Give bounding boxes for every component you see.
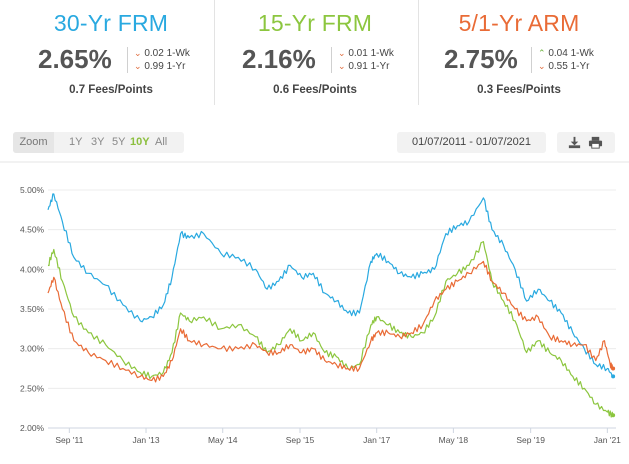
fees-points: 0.3 Fees/Points xyxy=(477,84,561,96)
weekly-change: 0.01 1-Wk xyxy=(348,48,394,59)
series-end-point xyxy=(611,366,616,371)
chart-tools xyxy=(557,132,615,153)
series-line-0 xyxy=(47,193,614,378)
rate-changes: ⌄ 0.01 1-Wk ⌄ 0.91 1-Yr xyxy=(331,47,394,73)
rate-title: 15-Yr FRM xyxy=(257,10,373,36)
series-end-point xyxy=(611,413,616,418)
rate-summary: 30-Yr FRM 2.65% ⌄ 0.02 1-Wk ⌄ 0.99 1-Yr … xyxy=(0,0,629,110)
weekly-change: 0.04 1-Wk xyxy=(548,48,594,59)
x-tick-label: Jan '13 xyxy=(132,435,159,445)
zoom-all-button[interactable]: All xyxy=(155,136,168,148)
fees-points: 0.7 Fees/Points xyxy=(69,84,153,96)
arrow-down-icon: ⌄ xyxy=(134,48,142,58)
arrow-down-icon: ⌄ xyxy=(338,48,346,58)
arrow-up-icon: ⌃ xyxy=(538,48,546,58)
series-end-point xyxy=(611,374,616,379)
arrow-down-icon: ⌄ xyxy=(538,61,546,71)
x-tick-label: May '18 xyxy=(439,435,469,445)
series-line-2 xyxy=(47,260,614,383)
zoom-3y-button[interactable]: 3Y xyxy=(91,136,105,148)
rate-changes: ⌃ 0.04 1-Wk ⌄ 0.55 1-Yr xyxy=(531,47,594,73)
zoom-bar: Zoom 1Y 3Y 5Y 10Y All xyxy=(13,132,184,153)
rate-changes: ⌄ 0.02 1-Wk ⌄ 0.99 1-Yr xyxy=(127,47,190,73)
rate-card-15yr: 15-Yr FRM 2.16% ⌄ 0.01 1-Wk ⌄ 0.91 1-Yr … xyxy=(214,0,415,105)
weekly-change: 0.02 1-Wk xyxy=(144,48,190,59)
x-tick-label: Sep '19 xyxy=(516,435,545,445)
zoom-1y-button[interactable]: 1Y xyxy=(69,136,83,148)
x-tick-label: Jan '17 xyxy=(363,435,390,445)
rate-value: 2.65% xyxy=(38,44,112,74)
x-tick-label: Sep '15 xyxy=(286,435,315,445)
zoom-5y-button[interactable]: 5Y xyxy=(112,136,126,148)
arrow-down-icon: ⌄ xyxy=(338,61,346,71)
zoom-label: Zoom xyxy=(13,132,54,153)
x-tick-label: Sep '11 xyxy=(55,435,83,445)
rate-card-arm: 5/1-Yr ARM 2.75% ⌃ 0.04 1-Wk ⌄ 0.55 1-Yr… xyxy=(418,0,619,105)
y-tick-label: 2.50% xyxy=(20,383,45,393)
y-tick-label: 3.00% xyxy=(20,344,45,354)
arrow-down-icon: ⌄ xyxy=(134,61,142,71)
y-tick-label: 4.00% xyxy=(20,264,45,274)
y-tick-label: 5.00% xyxy=(20,185,45,195)
rate-title: 30-Yr FRM xyxy=(53,10,169,36)
rate-value: 2.75% xyxy=(444,44,518,74)
y-tick-label: 2.00% xyxy=(20,423,45,433)
download-icon[interactable] xyxy=(567,135,582,150)
date-range[interactable]: 01/07/2011 - 01/07/2021 xyxy=(397,132,546,153)
x-tick-label: May '14 xyxy=(208,435,238,445)
x-tick-label: Jan '21 xyxy=(594,435,621,445)
print-icon[interactable] xyxy=(588,135,603,150)
fees-points: 0.6 Fees/Points xyxy=(273,84,357,96)
rate-value: 2.16% xyxy=(242,44,316,74)
yearly-change: 0.99 1-Yr xyxy=(144,61,186,72)
yearly-change: 0.55 1-Yr xyxy=(548,61,590,72)
rate-title: 5/1-Yr ARM xyxy=(458,10,580,36)
series-line-1 xyxy=(47,240,614,418)
y-tick-label: 3.50% xyxy=(20,304,45,314)
mortgage-rate-chart: 2.00% 2.50% 3.00% 3.50% 4.00% 4.50% 5.00% Sep '… xyxy=(0,161,629,445)
y-tick-label: 4.50% xyxy=(20,225,45,235)
rate-card-30yr: 30-Yr FRM 2.65% ⌄ 0.02 1-Wk ⌄ 0.99 1-Yr … xyxy=(11,0,211,105)
zoom-10y-button[interactable]: 10Y xyxy=(130,136,150,148)
yearly-change: 0.91 1-Yr xyxy=(348,61,390,72)
